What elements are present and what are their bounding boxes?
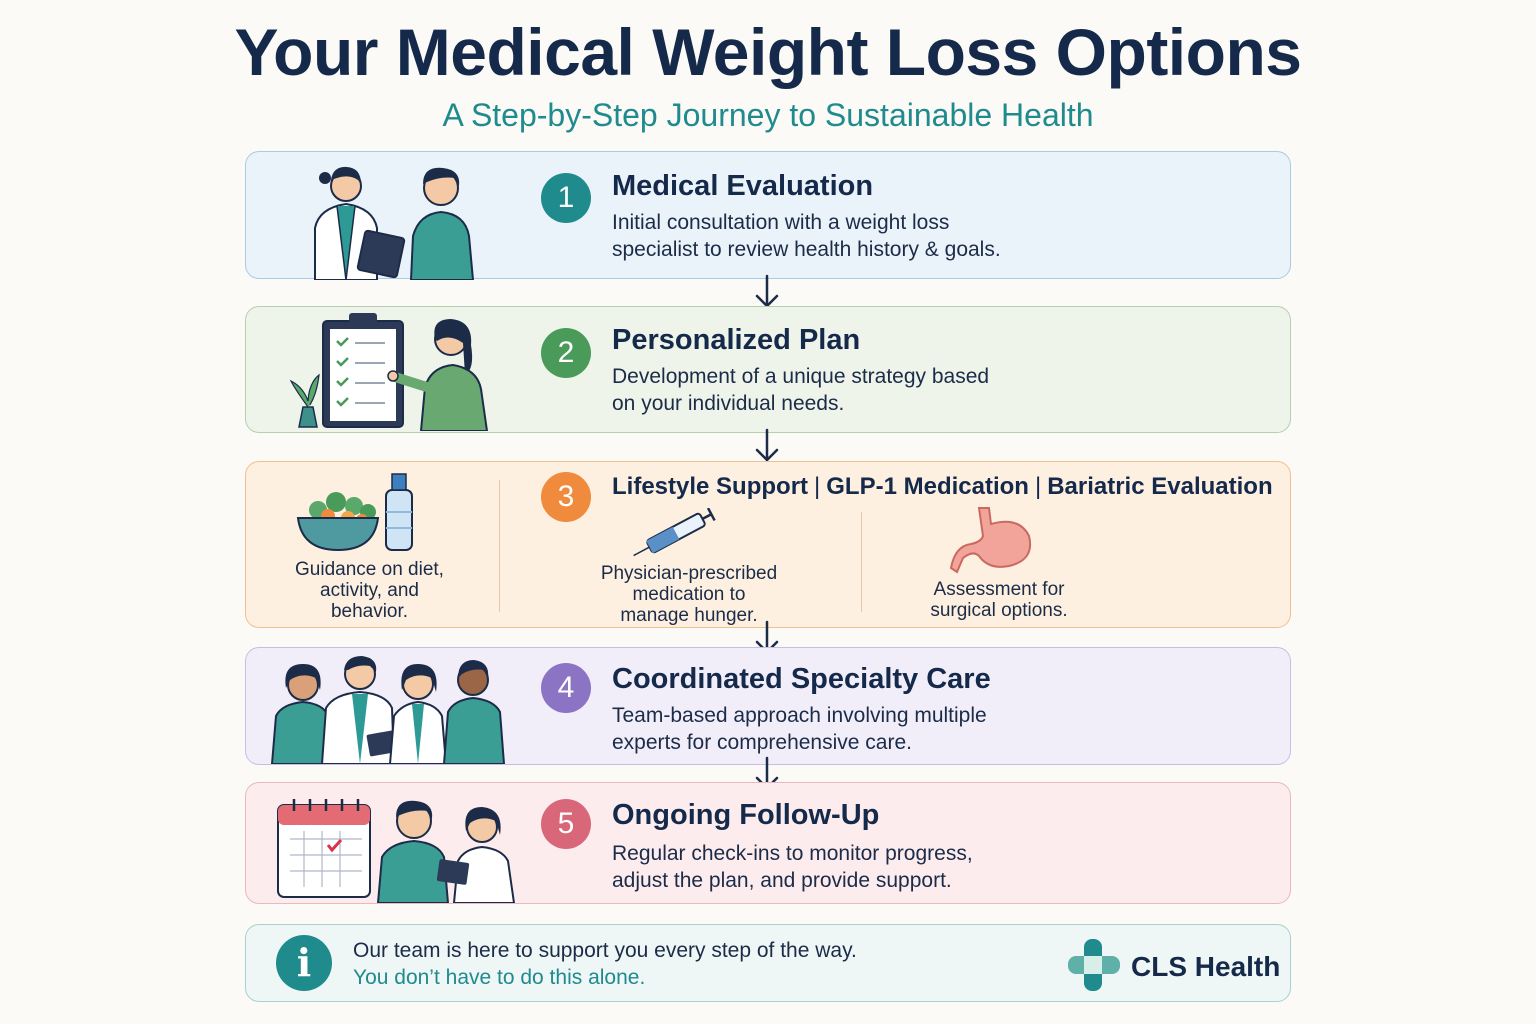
title-separator: | [1034, 473, 1042, 500]
step-number-badge: 2 [541, 328, 591, 378]
title-separator: | [814, 473, 821, 500]
step-description-line: Development of a unique strategy based [612, 365, 990, 388]
step-title: Personalized Plan [612, 324, 861, 356]
column-divider [861, 512, 862, 612]
option-title-lifestyle: Lifestyle Support [612, 473, 809, 500]
step-title: Lifestyle Support | GLP-1 Medication | Baria… [612, 473, 1273, 501]
step-card-follow-up: 5 Ongoing Follow-Up Regular check-ins to… [245, 782, 1291, 904]
step-description-line: Initial consultation with a weight loss [612, 211, 950, 234]
doctor-patient-consultation-icon [314, 166, 475, 280]
step-description-line: Regular check-ins to monitor progress, [612, 842, 973, 865]
step-description-line: adjust the plan, and provide support. [612, 869, 952, 892]
step-description-line: experts for comprehensive care. [612, 731, 912, 754]
column-text-line: Assessment for [933, 579, 1065, 600]
step-card-treatment-options: Guidance on diet, activity, and behavior… [245, 461, 1291, 628]
clipboard-checklist-icon [289, 313, 489, 431]
cls-health-logo-icon [1068, 939, 1120, 991]
column-text-line: manage hunger. [620, 605, 758, 626]
healthy-food-water-icon [296, 473, 413, 552]
syringe-icon [633, 508, 716, 557]
step-number-badge: 5 [541, 799, 591, 849]
glp1-medication-description: Physician-prescribed medication to manag… [579, 563, 799, 626]
step-description-line: Team-based approach involving multiple [612, 704, 987, 727]
step-title: Coordinated Specialty Care [612, 663, 991, 695]
step-description-line: specialist to review health history & go… [612, 238, 1001, 261]
support-footer: i Our team is here to support you every … [245, 924, 1291, 1002]
column-text-line: Physician-prescribed [600, 563, 778, 584]
option-title-glp1: GLP-1 Medication [826, 473, 1029, 500]
info-icon: i [276, 935, 332, 991]
column-text-line: medication to [632, 584, 746, 605]
bariatric-evaluation-description: Assessment for surgical options. [889, 579, 1109, 621]
brand-name: CLS Health [1131, 951, 1281, 982]
page-subtitle: A Step-by-Step Journey to Sustainable He… [442, 97, 1094, 133]
calendar-followup-icon [277, 799, 516, 903]
step-description: Development of a unique strategy based o… [612, 363, 1132, 417]
step-title: Medical Evaluation [612, 170, 874, 202]
step-number-badge: 4 [541, 663, 591, 713]
step-number-badge: 1 [541, 173, 591, 223]
support-message: Our team is here to support you every st… [353, 939, 857, 962]
arrow-down-icon [755, 428, 779, 462]
step-description: Initial consultation with a weight loss … [612, 209, 1132, 263]
column-text-line: Guidance on diet, [295, 559, 444, 580]
step-number-badge: 3 [541, 472, 591, 522]
lifestyle-support-description: Guidance on diet, activity, and behavior… [266, 559, 473, 622]
step-description-line: on your individual needs. [612, 392, 845, 415]
step-description: Team-based approach involving multiple e… [612, 702, 1132, 756]
column-text-line: surgical options. [930, 600, 1068, 621]
column-text-line: activity, and [320, 580, 419, 601]
page-title: Your Medical Weight Loss Options [234, 15, 1302, 89]
care-team-icon [270, 656, 506, 764]
step-card-coordinated-care: 4 Coordinated Specialty Care Team-based … [245, 647, 1291, 765]
column-text-line: behavior. [330, 601, 409, 622]
step-description: Regular check-ins to monitor progress, a… [612, 840, 1132, 894]
option-title-bariatric: Bariatric Evaluation [1047, 473, 1273, 500]
stomach-icon [949, 507, 1031, 574]
column-divider [499, 480, 500, 612]
step-card-personalized-plan: 2 Personalized Plan Development of a uni… [245, 306, 1291, 433]
step-card-medical-evaluation: 1 Medical Evaluation Initial consultatio… [245, 151, 1291, 280]
step-title: Ongoing Follow-Up [612, 799, 880, 831]
support-submessage: You don’t have to do this alone. [353, 966, 646, 989]
